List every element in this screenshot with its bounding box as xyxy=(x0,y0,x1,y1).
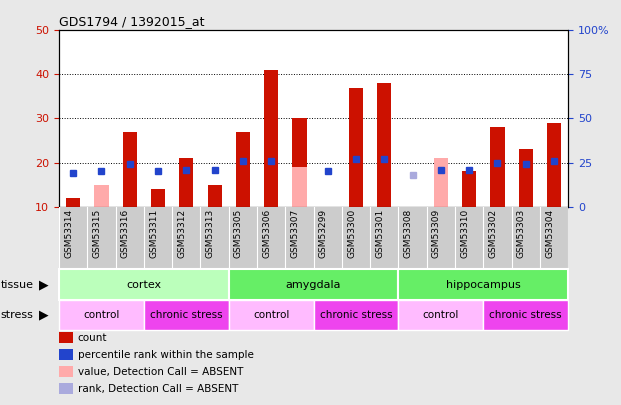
Text: rank, Detection Call = ABSENT: rank, Detection Call = ABSENT xyxy=(78,384,238,394)
Bar xyxy=(236,132,250,207)
Bar xyxy=(207,185,222,207)
Bar xyxy=(66,198,80,207)
Bar xyxy=(483,300,568,330)
Text: GSM53299: GSM53299 xyxy=(319,209,328,258)
Text: amygdala: amygdala xyxy=(286,279,342,290)
Bar xyxy=(123,132,137,207)
Text: chronic stress: chronic stress xyxy=(489,310,562,320)
Bar xyxy=(491,127,504,207)
Bar xyxy=(547,123,561,207)
Text: GSM53313: GSM53313 xyxy=(206,209,215,258)
Bar xyxy=(292,119,307,207)
Bar xyxy=(151,189,165,207)
Text: ▶: ▶ xyxy=(39,308,48,322)
Text: chronic stress: chronic stress xyxy=(320,310,392,320)
Text: GSM53302: GSM53302 xyxy=(489,209,497,258)
Text: GSM53301: GSM53301 xyxy=(375,209,384,258)
Text: GSM53307: GSM53307 xyxy=(291,209,299,258)
Text: stress: stress xyxy=(1,310,34,320)
Text: GSM53303: GSM53303 xyxy=(517,209,526,258)
Text: control: control xyxy=(253,310,289,320)
Text: GSM53314: GSM53314 xyxy=(64,209,73,258)
Text: control: control xyxy=(83,310,120,320)
Text: cortex: cortex xyxy=(126,279,161,290)
Bar xyxy=(434,158,448,207)
Bar xyxy=(399,300,483,330)
Text: GSM53310: GSM53310 xyxy=(460,209,469,258)
Bar xyxy=(59,300,144,330)
Text: GDS1794 / 1392015_at: GDS1794 / 1392015_at xyxy=(59,15,204,28)
Bar xyxy=(179,158,193,207)
Text: GSM53300: GSM53300 xyxy=(347,209,356,258)
Bar xyxy=(399,269,568,300)
Text: control: control xyxy=(423,310,459,320)
Text: GSM53315: GSM53315 xyxy=(93,209,101,258)
Bar xyxy=(314,300,399,330)
Text: GSM53306: GSM53306 xyxy=(262,209,271,258)
Text: percentile rank within the sample: percentile rank within the sample xyxy=(78,350,253,360)
Text: GSM53308: GSM53308 xyxy=(404,209,412,258)
Bar xyxy=(229,269,399,300)
Bar xyxy=(378,83,391,207)
Text: GSM53309: GSM53309 xyxy=(432,209,441,258)
Text: GSM53316: GSM53316 xyxy=(120,209,130,258)
Text: GSM53304: GSM53304 xyxy=(545,209,554,258)
Bar xyxy=(264,70,278,207)
Bar xyxy=(462,171,476,207)
Bar xyxy=(292,167,307,207)
Bar xyxy=(59,269,229,300)
Text: GSM53312: GSM53312 xyxy=(178,209,186,258)
Bar xyxy=(94,185,109,207)
Text: ▶: ▶ xyxy=(39,278,48,291)
Text: GSM53311: GSM53311 xyxy=(149,209,158,258)
Text: value, Detection Call = ABSENT: value, Detection Call = ABSENT xyxy=(78,367,243,377)
Bar xyxy=(229,300,314,330)
Text: count: count xyxy=(78,333,107,343)
Text: GSM53305: GSM53305 xyxy=(234,209,243,258)
Bar xyxy=(519,149,533,207)
Bar xyxy=(144,300,229,330)
Text: tissue: tissue xyxy=(1,279,34,290)
Text: hippocampus: hippocampus xyxy=(446,279,521,290)
Text: chronic stress: chronic stress xyxy=(150,310,222,320)
Bar xyxy=(349,87,363,207)
